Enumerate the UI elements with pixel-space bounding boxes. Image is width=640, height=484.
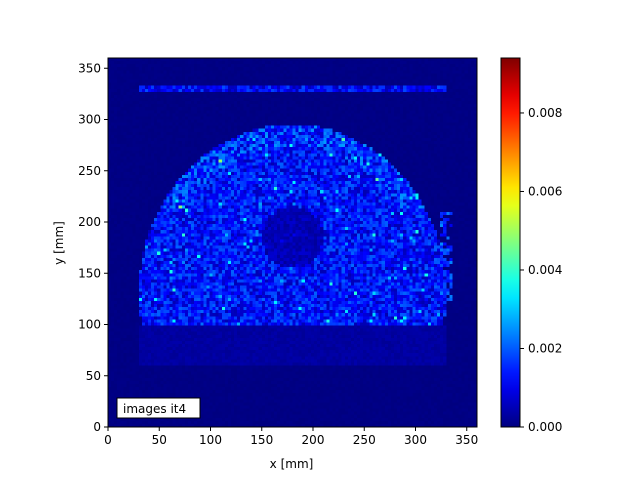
x-tick-label: 250 bbox=[353, 433, 376, 447]
colorbar-tick-label: 0.008 bbox=[528, 106, 562, 120]
y-tick-label: 0 bbox=[93, 420, 101, 434]
x-tick-label: 350 bbox=[455, 433, 478, 447]
annotation-box: images it4 bbox=[116, 397, 201, 419]
x-axis-label: x [mm] bbox=[270, 457, 314, 471]
colorbar-tick-label: 0.000 bbox=[528, 420, 562, 434]
heatmap-image bbox=[108, 58, 477, 427]
x-tick-label: 100 bbox=[199, 433, 222, 447]
x-tick-label: 300 bbox=[404, 433, 427, 447]
y-axis-label: y [mm] bbox=[52, 221, 66, 265]
heatmap-layer bbox=[108, 58, 477, 427]
y-tick-label: 100 bbox=[78, 318, 101, 332]
y-tick-label: 150 bbox=[78, 266, 101, 280]
annotation-label: images it4 bbox=[123, 402, 186, 416]
colorbar-tick-label: 0.002 bbox=[528, 341, 562, 355]
axes-layer: 0 50 100 150 200 250 300 350 0 50 100 150 200 250 300 3… bbox=[78, 57, 478, 447]
colorbar: 0.000 0.002 0.004 0.006 0.008 bbox=[500, 57, 562, 434]
plot-frame bbox=[107, 57, 478, 428]
y-tick-label: 300 bbox=[78, 113, 101, 127]
y-tick-label: 200 bbox=[78, 215, 101, 229]
y-tick-label: 250 bbox=[78, 164, 101, 178]
colorbar-gradient bbox=[500, 57, 521, 428]
colorbar-tick-label: 0.004 bbox=[528, 263, 562, 277]
y-tick-label: 50 bbox=[86, 369, 101, 383]
colorbar-tick-label: 0.006 bbox=[528, 184, 562, 198]
x-tick-label: 150 bbox=[250, 433, 273, 447]
x-tick-label: 200 bbox=[302, 433, 325, 447]
y-tick-label: 350 bbox=[78, 61, 101, 75]
x-tick-label: 0 bbox=[104, 433, 112, 447]
x-tick-label: 50 bbox=[152, 433, 167, 447]
